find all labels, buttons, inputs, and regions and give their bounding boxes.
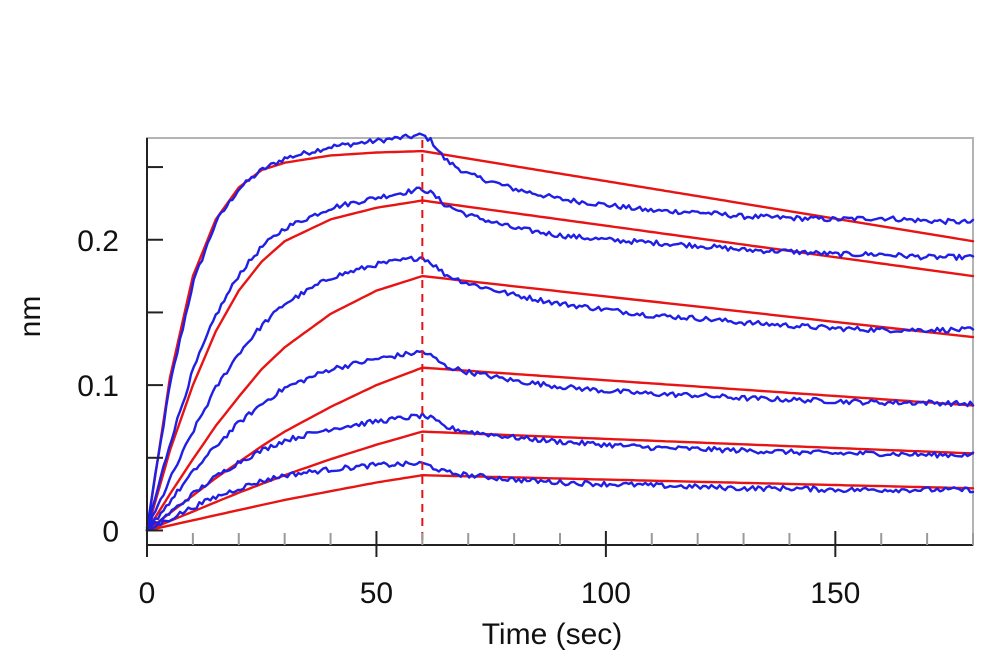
- x-tick-label: 0: [139, 577, 156, 610]
- fit-curve-2: [145, 199, 975, 532]
- fit-curve-1: [145, 149, 975, 532]
- x-axis-title: Time (sec): [482, 618, 623, 651]
- measured-curve-4: [145, 349, 975, 532]
- fit-curve-4: [145, 366, 975, 532]
- y-tick-label: 0.1: [77, 370, 119, 403]
- measured-curve-5: [145, 412, 975, 532]
- axis-ticks: [146, 166, 974, 557]
- measured-curve-6: [145, 460, 975, 532]
- measured-curve-3: [145, 255, 975, 532]
- y-axis-title: nm: [14, 296, 47, 338]
- fitted-curves: [145, 149, 975, 532]
- x-tick-label: 150: [810, 577, 860, 610]
- fit-curve-6: [145, 474, 975, 532]
- x-tick-label: 50: [360, 577, 393, 610]
- x-tick-label: 100: [581, 577, 631, 610]
- measured-curve-2: [145, 186, 975, 531]
- y-tick-label: 0.2: [77, 225, 119, 258]
- y-tick-label: 0: [102, 515, 119, 548]
- measured-curve-1: [145, 132, 975, 529]
- fit-curve-3: [145, 274, 975, 532]
- measured-curves: [145, 132, 975, 532]
- tick-labels: 0 0.1 0.2 0 50 100 150: [77, 225, 860, 610]
